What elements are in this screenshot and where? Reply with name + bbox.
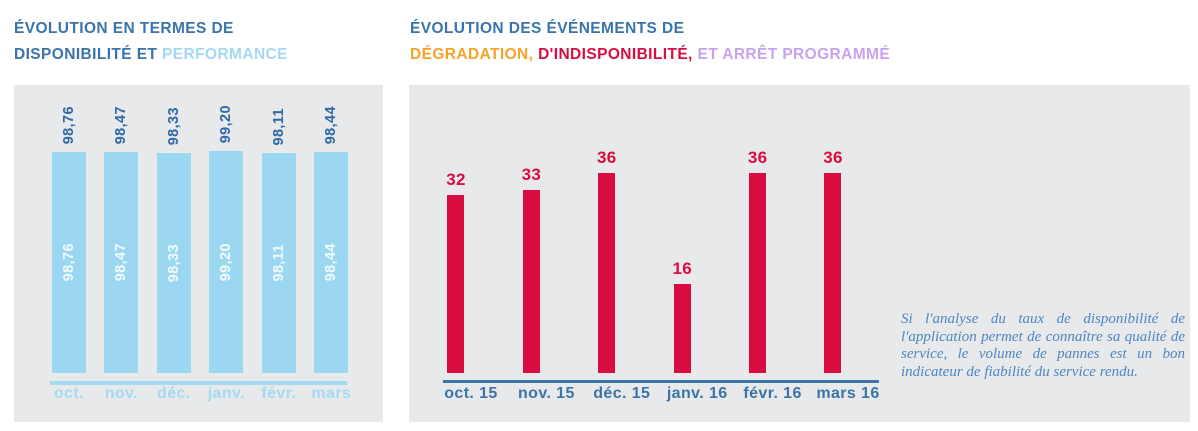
bar-value-label: 32 (446, 170, 466, 189)
bar: 98,76 (51, 152, 86, 373)
bar-column: 98,44 98,44 mars (305, 85, 358, 422)
events-chart-panel: 32 oct. 15 33 nov. 15 36 déc. 15 16 janv. 16 36 f… (409, 85, 1190, 422)
x-axis-label: nov. 15 (518, 385, 575, 402)
bar: 98,47 (104, 152, 139, 373)
bar-column: 36 mars 16 (810, 85, 885, 422)
bar (447, 195, 465, 373)
x-axis-label: déc. (157, 385, 191, 402)
x-axis-label: nov. (104, 385, 138, 402)
bar-value-label: 36 (823, 148, 843, 167)
x-axis-label: mars (311, 385, 352, 402)
x-axis-label: févr. 16 (743, 385, 802, 402)
bar-column: 36 févr. 16 (735, 85, 810, 422)
bar: 98,44 (314, 152, 349, 373)
title-text-degradation: DÉGRADATION, (410, 45, 534, 63)
title-text-dark: DISPONIBILITÉ ET (14, 45, 158, 63)
x-axis-label: mars 16 (816, 385, 880, 402)
events-chart-title-line2: DÉGRADATION, D'INDISPONIBILITÉ, ET ARRÊT… (410, 42, 890, 68)
bar-value-label: 98,47 (113, 105, 130, 144)
availability-chart-title-line1: ÉVOLUTION EN TERMES DE (14, 16, 288, 42)
bar-inner-value-label: 98,11 (270, 244, 287, 282)
bar-column: 32 oct. 15 (433, 85, 508, 422)
bar-column: 98,76 98,76 oct. (43, 85, 96, 422)
title-text: ÉVOLUTION EN TERMES DE (14, 20, 234, 37)
x-axis-line (443, 380, 879, 383)
events-chart-title: ÉVOLUTION DES ÉVÉNEMENTS DE DÉGRADATION,… (410, 16, 890, 67)
x-axis-line (50, 381, 347, 385)
bar-value-label: 98,44 (323, 105, 340, 144)
bar (522, 190, 540, 373)
x-axis-label: oct. 15 (444, 385, 498, 402)
bar-column: 98,33 98,33 déc. (148, 85, 201, 422)
bar-value-label: 98,76 (60, 105, 77, 144)
bar (673, 284, 691, 373)
availability-chart-panel: 98,76 98,76 oct. 98,47 98,47 nov. 98,33 98,33 dé… (14, 85, 383, 422)
bar-column: 33 nov. 15 (509, 85, 584, 422)
bar-value-label: 99,20 (218, 104, 235, 143)
bar-value-label-wrap: 98,44 (295, 106, 368, 144)
bar: 98,33 (156, 153, 191, 373)
bar-column: 36 déc. 15 (584, 85, 659, 422)
title-text-performance: PERFORMANCE (162, 45, 288, 63)
bar-inner-value-label: 99,20 (218, 242, 235, 282)
bar-value-label: 36 (597, 148, 617, 167)
bar-value-label: 98,11 (270, 107, 287, 146)
bar-value-label: 16 (672, 259, 692, 278)
bar-inner-value-label: 98,47 (113, 243, 130, 282)
bar-value-label: 36 (747, 148, 768, 167)
bar (749, 173, 767, 373)
events-chart-title-line1: ÉVOLUTION DES ÉVÉNEMENTS DE (410, 16, 890, 42)
bar-value-label: 98,33 (165, 106, 182, 145)
availability-chart-title: ÉVOLUTION EN TERMES DE DISPONIBILITÉ ET … (14, 16, 288, 67)
bar-inner-value-label: 98,76 (60, 243, 77, 282)
x-axis-label: févr. (261, 385, 297, 402)
bar-inner-value-label: 98,33 (165, 243, 182, 283)
bar-column: 98,47 98,47 nov. (95, 85, 148, 422)
bar-column: 16 janv. 16 (660, 85, 735, 422)
bar (824, 173, 842, 373)
bar-value-label: 33 (521, 165, 542, 184)
x-axis-label: janv. (207, 385, 245, 402)
title-text-arret-programme: ET ARRÊT PROGRAMMÉ (697, 45, 891, 63)
title-text: ÉVOLUTION DES ÉVÉNEMENTS DE (410, 20, 685, 37)
bar: 98,11 (261, 153, 296, 373)
bar-inner-value-label: 98,44 (323, 243, 340, 282)
title-text-indisponibilite: D'INDISPONIBILITÉ, (538, 45, 693, 63)
bar-column: 99,20 99,20 janv. (200, 85, 253, 422)
bar (598, 173, 616, 373)
bar-column: 98,11 98,11 févr. (253, 85, 306, 422)
bar: 99,20 (209, 151, 244, 373)
note-text: Si l'analyse du taux de disponibilité de… (901, 311, 1185, 380)
x-axis-label: déc. 15 (593, 385, 651, 402)
x-axis-label: janv. 16 (666, 385, 728, 402)
availability-chart-title-line2: DISPONIBILITÉ ET PERFORMANCE (14, 42, 288, 68)
x-axis-label: oct. (53, 385, 84, 402)
